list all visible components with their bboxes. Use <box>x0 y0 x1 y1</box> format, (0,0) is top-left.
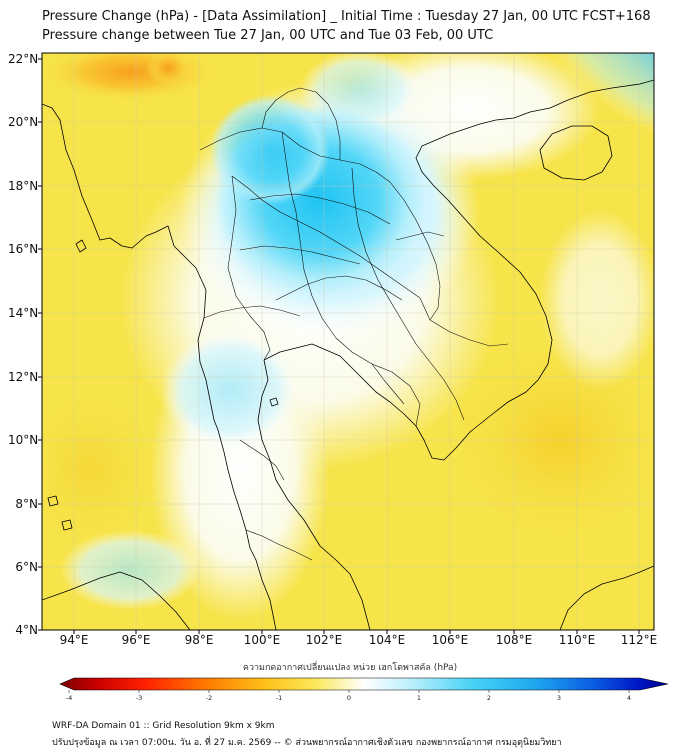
lat-label: 22°N <box>8 52 39 66</box>
lat-label: 12°N <box>8 370 39 384</box>
colorbar-title: ความกดอากาศเปลี่ยนแปลง หน่วย เฮกโตพาสคัล… <box>242 663 458 673</box>
colorbar-tick-label: -4 <box>65 694 73 702</box>
colorbar-gradient <box>59 677 669 691</box>
lon-label: 102°E <box>305 633 343 647</box>
colorbar-tick-label: 1 <box>416 694 422 702</box>
lon-label: 112°E <box>620 633 658 647</box>
myanmar-coastline <box>42 103 219 431</box>
colorbar <box>59 677 669 693</box>
colorbar-tick-label: -2 <box>205 694 213 702</box>
colorbar-tick-label: 3 <box>556 694 562 702</box>
pressure-field <box>42 53 654 630</box>
peninsula-east-coast <box>257 359 371 630</box>
lon-label: 110°E <box>558 633 596 647</box>
lon-label: 104°E <box>368 633 406 647</box>
lon-label: 106°E <box>431 633 469 647</box>
footer-model-info: WRF-DA Domain 01 :: Grid Resolution 9km … <box>52 721 275 731</box>
hainan-island <box>539 125 613 181</box>
colorbar-tick-label: -3 <box>135 694 143 702</box>
map-title: Pressure Change (hPa) - [Data Assimilati… <box>42 9 651 24</box>
admin-borders <box>199 87 509 561</box>
lon-label: 108°E <box>495 633 533 647</box>
lat-label: 16°N <box>8 242 39 256</box>
colorbar-tick-label: 2 <box>486 694 492 702</box>
colorbar-tick-label: -1 <box>275 694 283 702</box>
gulf-of-thailand-coast <box>263 343 417 427</box>
lon-label: 96°E <box>121 633 151 647</box>
lon-label: 94°E <box>59 633 89 647</box>
map-subtitle: Pressure change between Tue 27 Jan, 00 U… <box>42 28 494 43</box>
colorbar-tick-label: 0 <box>346 694 352 702</box>
lon-label: 98°E <box>184 633 214 647</box>
graticule <box>42 53 654 630</box>
lat-label: 18°N <box>8 179 39 193</box>
lat-label: 10°N <box>8 433 39 447</box>
lat-label: 8°N <box>15 497 38 511</box>
colorbar-tick-label: 4 <box>626 694 632 702</box>
colorbar-tick-marks <box>68 690 630 693</box>
map-frame <box>41 52 655 631</box>
lat-label: 4°N <box>15 623 38 637</box>
lat-label: 20°N <box>8 115 39 129</box>
footer-credit: ปรับปรุงข้อมูล ณ เวลา 07:00น. วัน อ. ที่… <box>52 738 562 748</box>
lon-label: 100°E <box>243 633 281 647</box>
axis-ticks <box>38 58 640 634</box>
borneo-coast <box>559 565 654 630</box>
lat-label: 6°N <box>15 560 38 574</box>
vietnam-coastline <box>415 79 654 461</box>
islands <box>47 239 279 531</box>
lat-label: 14°N <box>8 306 39 320</box>
sumatra-coast <box>42 571 191 630</box>
